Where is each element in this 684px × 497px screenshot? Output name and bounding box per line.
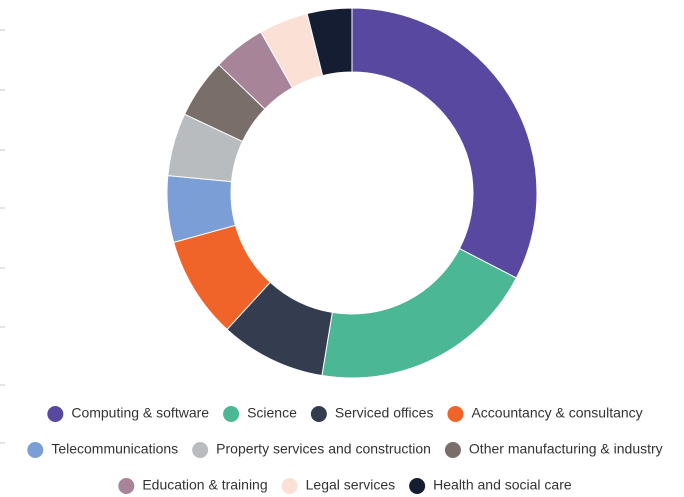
legend-label: Health and social care [433,477,572,493]
legend-row: Telecommunications Property services and … [27,441,663,458]
legend-label: Serviced offices [335,405,434,421]
legend-marker [27,442,44,458]
legend-row: Computing & software Science Serviced offi… [47,405,643,422]
legend-label: Accountancy & consultancy [471,405,642,421]
legend-row: Education & training Legal services Health… [118,477,572,494]
legend-marker [192,442,209,458]
legend-marker [310,406,327,422]
slice [306,7,353,77]
legend-marker [447,406,464,422]
legend-label: Telecommunications [51,441,178,457]
legend-marker [47,406,64,422]
legend-label: Education & training [142,477,267,493]
legend-label: Science [247,405,297,421]
legend-marker [281,478,298,494]
legend-label: Other manufacturing & industry [469,441,663,457]
axis-decoration [0,29,5,444]
legend-marker [444,442,461,458]
slice [321,247,517,379]
legend-label: Computing & software [71,405,209,421]
legend-label: Property services and construction [216,441,431,457]
legend-marker [118,478,135,494]
legend-marker [223,406,240,422]
legend-label: Legal services [306,477,396,493]
legend-marker [409,478,426,494]
slice [351,7,538,279]
